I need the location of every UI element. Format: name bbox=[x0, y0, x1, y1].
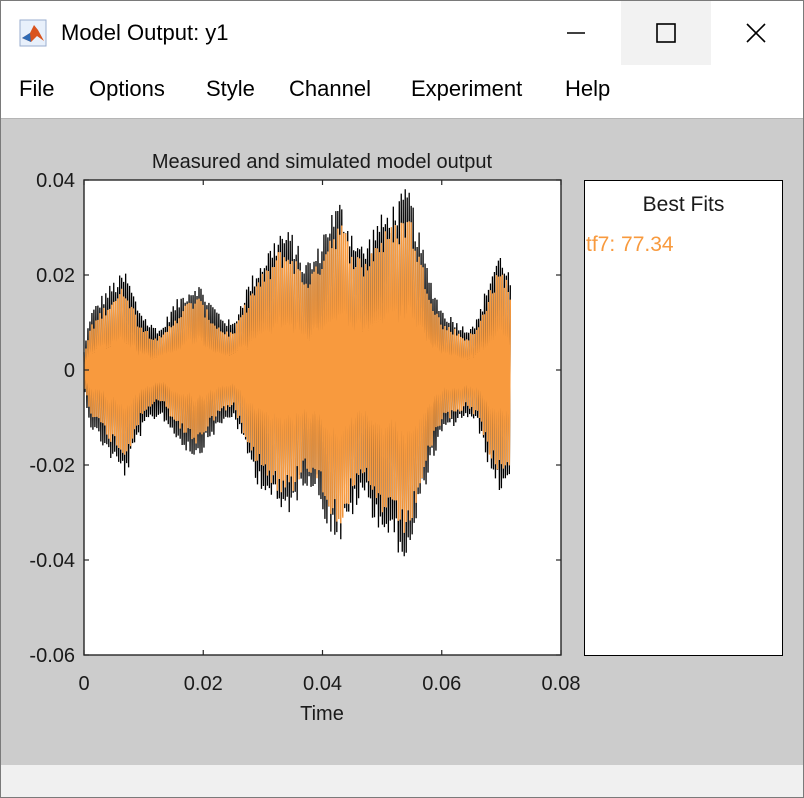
menu-file[interactable]: File bbox=[19, 76, 55, 101]
x-tick-label: 0.04 bbox=[303, 673, 342, 695]
y-tick-label: -0.02 bbox=[29, 455, 75, 477]
maximize-button[interactable] bbox=[621, 1, 711, 65]
y-tick-label: 0.02 bbox=[36, 265, 75, 287]
x-tick-label: 0.02 bbox=[184, 673, 223, 695]
matlab-app-icon bbox=[19, 19, 47, 47]
minimize-icon bbox=[567, 32, 585, 34]
best-fit-entry: tf7: 77.34 bbox=[586, 233, 674, 256]
best-fits-panel: Best Fits tf7: 77.34 bbox=[584, 180, 783, 656]
x-axis-label: Time bbox=[300, 703, 344, 725]
close-button[interactable] bbox=[711, 1, 801, 65]
x-tick-label: 0 bbox=[78, 673, 89, 695]
x-tick-label: 0.08 bbox=[542, 673, 581, 695]
menu-style[interactable]: Style bbox=[206, 76, 255, 101]
maximize-icon bbox=[656, 23, 676, 43]
y-axis-ticks: -0.06 -0.04 -0.02 0 0.02 0.04 bbox=[29, 170, 561, 667]
menu-channel[interactable]: Channel bbox=[289, 76, 371, 101]
close-icon bbox=[746, 23, 766, 43]
chart-title: Measured and simulated model output bbox=[152, 151, 493, 173]
x-tick-label: 0.06 bbox=[422, 673, 461, 695]
plot-series-group bbox=[83, 189, 512, 557]
y-tick-label: 0 bbox=[64, 360, 75, 382]
title-bar[interactable]: Model Output: y1 bbox=[1, 1, 803, 65]
menu-options[interactable]: Options bbox=[89, 76, 165, 101]
output-plot[interactable]: Measured and simulated model output 0 0.0… bbox=[1, 118, 803, 765]
best-fits-title: Best Fits bbox=[642, 193, 725, 216]
series-line-simulated bbox=[83, 221, 512, 533]
minimize-button[interactable] bbox=[531, 1, 621, 65]
x-axis-ticks: 0 0.02 0.04 0.06 0.08 bbox=[78, 180, 580, 695]
menu-bar: File Options Style Channel Experiment He… bbox=[1, 65, 803, 115]
y-tick-label: 0.04 bbox=[36, 170, 75, 192]
window-title: Model Output: y1 bbox=[61, 20, 229, 45]
y-tick-label: -0.06 bbox=[29, 645, 75, 667]
status-bar bbox=[1, 765, 803, 797]
menu-experiment[interactable]: Experiment bbox=[411, 76, 523, 101]
y-tick-label: -0.04 bbox=[29, 550, 75, 572]
menu-help[interactable]: Help bbox=[565, 76, 611, 101]
